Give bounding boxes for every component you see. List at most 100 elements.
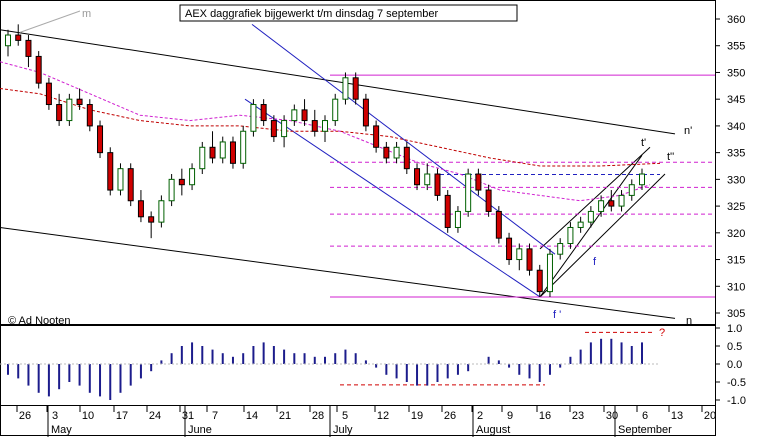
month-label: June xyxy=(188,424,212,436)
candle-body xyxy=(311,120,318,132)
price-tick-label: 350 xyxy=(727,67,745,79)
candle-body xyxy=(546,253,553,293)
indicator-bars xyxy=(7,338,643,400)
price-tick-label: 320 xyxy=(727,228,745,240)
price-tick-label: 305 xyxy=(727,308,745,320)
candle-body xyxy=(383,146,390,159)
candle-body xyxy=(229,141,236,164)
date-tick-label: 3 xyxy=(52,410,58,422)
date-tick-label: 21 xyxy=(279,410,291,422)
date-tick-label: 10 xyxy=(82,410,94,422)
date-tick-label: 6 xyxy=(642,410,648,422)
candle-body xyxy=(454,210,461,228)
candle-body xyxy=(567,226,574,245)
date-tick-label: 19 xyxy=(411,410,423,422)
candle-body xyxy=(240,130,247,164)
candle-body xyxy=(117,168,124,191)
price-tick-label: 315 xyxy=(727,255,745,267)
candle-body xyxy=(557,243,564,255)
moving-average-short xyxy=(0,61,651,202)
candle-body xyxy=(168,178,175,202)
candle-body xyxy=(587,210,594,223)
candle-body xyxy=(628,184,635,196)
candle-body xyxy=(301,109,308,122)
date-tick-label: 30 xyxy=(606,410,618,422)
annotation-f: f xyxy=(593,256,597,268)
candle-body xyxy=(45,82,52,106)
date-tick-label: 2 xyxy=(477,410,483,422)
indicator-tick-label: 1.0 xyxy=(727,323,742,335)
annotation-t-prime: t' xyxy=(641,137,646,149)
candle-body xyxy=(475,173,482,191)
candle-body xyxy=(536,269,543,293)
chart-title: AEX daggrafiek bijgewerkt t/m dinsdag 7 … xyxy=(185,8,438,20)
date-tick-label: 28 xyxy=(312,410,324,422)
candle-body xyxy=(35,55,42,84)
annotation-question: ? xyxy=(659,327,665,339)
candle-body xyxy=(608,200,615,207)
candle-body xyxy=(362,98,369,127)
candle-body xyxy=(97,125,104,154)
date-tick-label: 13 xyxy=(671,410,683,422)
moving-average-long xyxy=(0,87,661,167)
price-tick-label: 310 xyxy=(727,281,745,293)
candle-body xyxy=(403,146,410,170)
trend-lines xyxy=(0,10,715,386)
candle-body xyxy=(199,146,206,170)
date-tick-label: 5 xyxy=(342,410,348,422)
candle-body xyxy=(86,104,93,127)
candle-body xyxy=(270,120,277,138)
candle-body xyxy=(373,125,380,148)
line-m xyxy=(19,10,81,33)
annotation-n: n xyxy=(686,315,692,327)
candle-body xyxy=(332,98,339,122)
candle-body xyxy=(260,104,267,122)
month-label: August xyxy=(476,424,510,436)
candles xyxy=(5,24,645,297)
candle-body xyxy=(56,104,63,122)
price-panel-frame xyxy=(0,0,716,325)
candle-body xyxy=(291,109,298,122)
date-tick-label: 16 xyxy=(539,410,551,422)
candle-body xyxy=(342,77,349,100)
annotation-n-prime: n' xyxy=(684,125,692,137)
candle-body xyxy=(516,248,523,261)
candle-body xyxy=(107,152,114,191)
candle-body xyxy=(526,248,533,271)
candle-body xyxy=(15,34,22,41)
date-tick-label: 7 xyxy=(212,410,218,422)
blue-channel-lower xyxy=(244,98,541,298)
date-tick-label: 17 xyxy=(116,410,128,422)
price-tick-label: 340 xyxy=(727,121,745,133)
month-label: September xyxy=(618,424,672,436)
candle-body xyxy=(393,146,400,159)
candle-body xyxy=(352,77,359,100)
candle-body xyxy=(178,178,185,186)
price-tick-label: 330 xyxy=(727,174,745,186)
price-tick-label: 355 xyxy=(727,41,745,53)
candle-body xyxy=(506,237,513,261)
candle-body xyxy=(137,200,144,218)
title-box xyxy=(179,4,518,22)
date-axis-frame xyxy=(0,405,716,436)
candle-body xyxy=(66,98,73,122)
price-tick-label: 345 xyxy=(727,94,745,106)
date-tick-label: 31 xyxy=(182,410,194,422)
candle-body xyxy=(618,194,625,207)
indicator-tick-label: 0.0 xyxy=(727,359,742,371)
channel-lower-line xyxy=(0,226,676,319)
price-tick-label: 325 xyxy=(727,201,745,213)
candle-body xyxy=(127,168,134,202)
candle-body xyxy=(485,189,492,212)
annotation-t-double: t'' xyxy=(667,151,674,163)
date-tick-label: 14 xyxy=(246,410,258,422)
candle-body xyxy=(465,173,472,212)
candle-body xyxy=(76,98,83,106)
channel-upper-line xyxy=(0,29,676,135)
date-tick-label: 26 xyxy=(444,410,456,422)
date-axis: 26 3 10 17 24 31 7 14 21 28 5 12 19 26 2 9 16 23 30 6 13 20 Ma… xyxy=(16,405,716,437)
candle-body xyxy=(424,173,431,186)
price-axis: 305 310 315 320 325 330 335 340 345 350 355 360 xyxy=(716,14,745,320)
date-tick-label: 12 xyxy=(377,410,389,422)
